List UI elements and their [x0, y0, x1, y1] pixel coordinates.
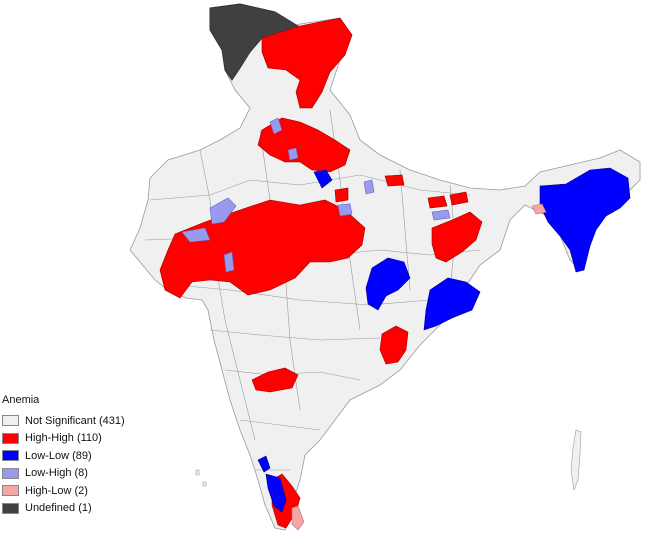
low-high-4: [223, 251, 235, 273]
legend-label: Undefined (1): [25, 502, 92, 515]
low-low-clusters: [257, 167, 631, 513]
high-high-karnataka: [251, 367, 299, 393]
low-low-northeast: [539, 167, 631, 273]
legend: Anemia Not Significant (431) High-High (1…: [2, 394, 162, 517]
low-high-2: [209, 197, 237, 225]
high-high-east-2: [449, 191, 469, 206]
low-high-clusters: [181, 117, 451, 273]
legend-swatch: [2, 467, 19, 479]
legend-item-low-low: Low-Low (89): [2, 447, 162, 465]
legend-item-undefined: Undefined (1): [2, 500, 162, 518]
low-low-odisha: [423, 277, 481, 331]
high-high-east-1: [431, 211, 483, 263]
legend-swatch: [2, 415, 19, 427]
low-high-7: [431, 209, 451, 221]
high-high-up: [334, 187, 349, 203]
legend-item-low-high: Low-High (8): [2, 465, 162, 483]
low-high-3: [181, 227, 211, 243]
high-low-clusters: [291, 203, 547, 531]
high-low-kerala: [291, 505, 305, 531]
low-low-up-small: [313, 169, 333, 189]
legend-label: Low-Low (89): [25, 449, 92, 462]
legend-item-high-high: High-High (110): [2, 430, 162, 448]
region-undefined: [209, 3, 299, 81]
high-high-north: [261, 17, 353, 109]
low-low-chhattisgarh: [365, 257, 411, 311]
low-high-1: [269, 117, 283, 135]
low-low-kerala-coast: [257, 455, 271, 473]
legend-label: Not Significant (431): [25, 414, 125, 427]
legend-label: High-Low (2): [25, 484, 88, 497]
high-high-bihar: [384, 174, 405, 187]
andaman-islands: [570, 429, 582, 492]
high-high-jharkhand: [427, 195, 448, 209]
lakshadweep-islands: [195, 469, 207, 487]
legend-swatch: [2, 450, 19, 462]
high-high-punjab-haryana: [257, 117, 351, 173]
low-high-5: [337, 203, 353, 217]
legend-swatch: [2, 502, 19, 514]
high-high-clusters: [159, 17, 483, 529]
legend-title: Anemia: [2, 394, 40, 406]
legend-swatch: [2, 432, 19, 444]
legend-swatch: [2, 485, 19, 497]
legend-label: High-High (110): [25, 432, 102, 445]
legend-label: Low-High (8): [25, 467, 88, 480]
high-low-northeast: [531, 203, 547, 215]
high-high-central-west: [159, 199, 366, 299]
legend-item-not-significant: Not Significant (431): [2, 412, 162, 430]
low-high-6: [363, 179, 375, 195]
low-low-kerala-south: [265, 473, 287, 513]
low-high-8: [287, 147, 299, 161]
high-high-andhra: [379, 325, 409, 365]
legend-item-high-low: High-Low (2): [2, 482, 162, 500]
